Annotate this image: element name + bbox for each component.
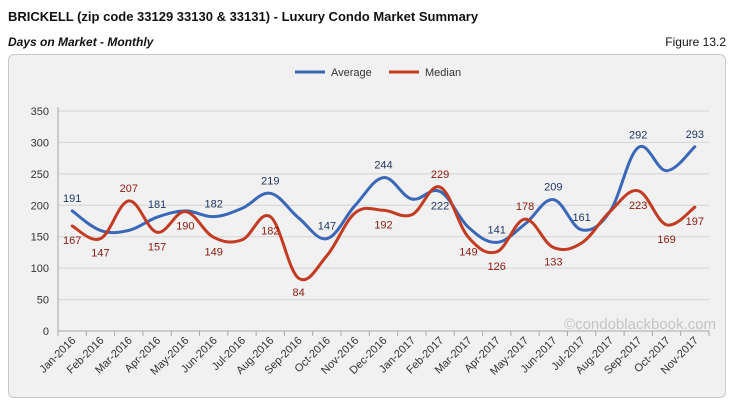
data-label-average: 293 — [686, 129, 704, 141]
data-label-median: 223 — [629, 200, 647, 212]
data-label-median: 197 — [686, 216, 704, 228]
data-label-median: 229 — [431, 169, 449, 181]
y-tick-label: 300 — [31, 137, 49, 149]
data-label-median: 147 — [91, 248, 109, 260]
data-label-average: 191 — [63, 193, 81, 205]
data-label-average: 182 — [204, 199, 222, 211]
chart-panel: 0 50 100 150 200 250 300 350 Jan-2016 Feb-2016 Mar… — [8, 54, 726, 398]
y-tick-label: 50 — [37, 295, 49, 307]
data-label-median: 84 — [292, 287, 304, 299]
grid-layer — [58, 110, 709, 301]
data-label-median: 169 — [657, 234, 675, 246]
y-tick-label: 0 — [43, 326, 49, 338]
data-label-median: 157 — [148, 241, 166, 253]
data-label-median: 167 — [63, 235, 81, 247]
data-label-median: 192 — [374, 219, 392, 231]
data-label-average: 209 — [544, 182, 562, 194]
y-tick-label: 150 — [31, 232, 49, 244]
chart-title: BRICKELL (zip code 33129 33130 & 33131) … — [8, 9, 479, 24]
legend: Average Median — [295, 67, 461, 79]
series-layer — [70, 144, 697, 282]
legend-label-average: Average — [331, 67, 372, 79]
data-label-layer: 191 181 182 219 147 244 222 141 209 161 292 293 167 1… — [63, 129, 704, 299]
data-label-median: 190 — [176, 221, 194, 233]
data-label-average: 161 — [572, 212, 590, 224]
data-label-average: 222 — [431, 200, 449, 212]
y-tick-label: 100 — [31, 263, 49, 275]
data-label-median: 133 — [544, 256, 562, 268]
data-label-median: 126 — [488, 261, 506, 273]
axis-layer: 050100150200250300350Jan-2016Feb-2016Mar… — [31, 106, 710, 378]
data-label-average: 219 — [261, 175, 279, 187]
legend-label-median: Median — [425, 67, 461, 79]
data-label-average: 141 — [488, 224, 506, 236]
data-label-average: 292 — [629, 129, 647, 141]
figure-label: Figure 13.2 — [665, 35, 726, 49]
series-line-average — [70, 144, 697, 244]
data-label-median: 182 — [261, 226, 279, 238]
data-label-median: 207 — [120, 183, 138, 195]
data-label-median: 178 — [516, 201, 534, 213]
y-tick-label: 250 — [31, 169, 49, 181]
line-chart: 050100150200250300350Jan-2016Feb-2016Mar… — [31, 67, 716, 378]
data-label-median: 149 — [459, 246, 477, 258]
data-label-median: 149 — [204, 246, 222, 258]
data-label-average: 147 — [318, 221, 336, 233]
data-label-average: 181 — [148, 199, 166, 211]
data-label-average: 244 — [374, 160, 392, 172]
y-tick-label: 350 — [31, 106, 49, 118]
y-tick-label: 200 — [31, 200, 49, 212]
chart-subtitle: Days on Market - Monthly — [8, 35, 154, 49]
watermark: ©condoblackbook.com — [564, 316, 716, 333]
series-line-median — [70, 185, 697, 282]
